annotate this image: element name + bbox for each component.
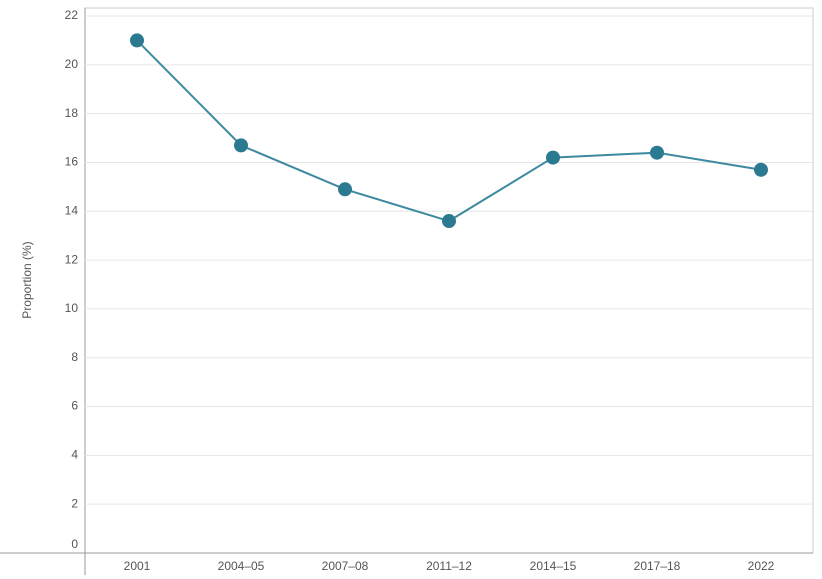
marker	[546, 150, 560, 165]
y-tick-label: 2	[71, 496, 78, 510]
x-tick-label: 2007–08	[322, 559, 369, 573]
y-tick-label: 22	[65, 8, 79, 22]
x-tick-label: 2014–15	[530, 559, 577, 573]
marker	[338, 182, 352, 197]
x-tick-label: 2011–12	[426, 559, 472, 573]
y-tick-label: 4	[71, 448, 78, 462]
y-axis-label: Proportion (%)	[20, 241, 34, 318]
y-tick-label: 20	[65, 57, 79, 71]
y-tick-label: 8	[71, 350, 78, 364]
y-tick-label: 14	[65, 203, 79, 217]
x-tick-label: 2004–05	[218, 559, 265, 573]
y-tick-label: 6	[71, 399, 78, 413]
y-tick-label: 10	[65, 301, 79, 315]
y-tick-label: 0	[71, 537, 78, 551]
marker	[442, 214, 456, 229]
y-tick-label: 18	[65, 106, 79, 120]
marker	[754, 162, 768, 177]
marker	[650, 145, 664, 160]
plot-area	[84, 7, 814, 554]
x-tick-label: 2017–18	[634, 559, 681, 573]
marker	[234, 138, 248, 153]
y-tick-label: 16	[65, 155, 79, 169]
x-tick-label: 2001	[124, 559, 151, 573]
marker	[130, 33, 144, 48]
y-tick-label: 12	[65, 252, 79, 266]
x-tick-label: 2022	[748, 559, 775, 573]
